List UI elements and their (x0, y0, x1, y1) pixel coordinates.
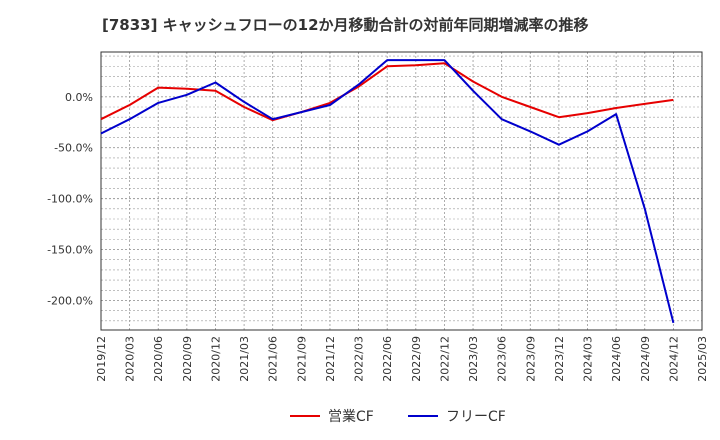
x-tick-label: 2024/12 (667, 336, 680, 382)
y-axis: 0.0% -50.0% -100.0% -150.0% -200.0% (47, 91, 93, 308)
x-tick-label: 2021/09 (295, 336, 308, 382)
x-tick-label: 2023/12 (553, 336, 566, 382)
y-tick-label: -150.0% (47, 244, 93, 257)
x-tick-label: 2020/09 (181, 336, 194, 382)
legend-swatch-operating-cf (290, 415, 320, 417)
legend-label-operating-cf: 営業CF (328, 409, 374, 425)
x-tick-label: 2022/12 (438, 336, 451, 382)
y-tick-label: 0.0% (65, 91, 93, 104)
plot-frame (100, 51, 703, 331)
x-tick-label: 2023/09 (524, 336, 537, 382)
x-tick-label: 2023/03 (467, 336, 480, 382)
x-tick-label: 2022/06 (381, 336, 394, 382)
x-tick-label: 2023/06 (496, 336, 509, 382)
legend-swatch-free-cf (408, 415, 438, 417)
x-tick-label: 2021/12 (324, 336, 337, 382)
series (100, 59, 675, 324)
grid (100, 52, 703, 330)
series-line-free-cf (100, 59, 675, 324)
x-tick-label: 2022/03 (353, 336, 366, 382)
y-tick-label: -50.0% (54, 142, 93, 155)
x-tick-label: 2024/06 (610, 336, 623, 382)
x-tick-label: 2025/03 (696, 336, 709, 382)
x-tick-label: 2020/03 (124, 336, 137, 382)
x-tick-label: 2021/03 (238, 336, 251, 382)
legend-label-free-cf: フリーCF (446, 409, 506, 425)
legend: 営業CF フリーCF (0, 404, 720, 428)
series-line-operating-cf (100, 62, 674, 122)
x-tick-label: 2021/06 (267, 336, 280, 382)
legend-item-free-cf: フリーCF (408, 404, 506, 428)
x-tick-label: 2022/09 (410, 336, 423, 382)
x-axis: 2019/12 2020/03 2020/06 2020/09 2020/12 2021/… (95, 336, 709, 382)
x-tick-label: 2019/12 (95, 336, 108, 382)
legend-item-operating-cf: 営業CF (290, 404, 374, 428)
x-tick-label: 2024/03 (582, 336, 595, 382)
x-tick-label: 2024/09 (639, 336, 652, 382)
y-tick-label: -200.0% (47, 294, 93, 307)
chart-title: [7833] キャッシュフローの12か月移動合計の対前年同期増減率の推移 (102, 16, 589, 34)
x-tick-label: 2020/06 (152, 336, 165, 382)
x-tick-label: 2020/12 (209, 336, 222, 382)
y-tick-label: -100.0% (47, 193, 93, 206)
